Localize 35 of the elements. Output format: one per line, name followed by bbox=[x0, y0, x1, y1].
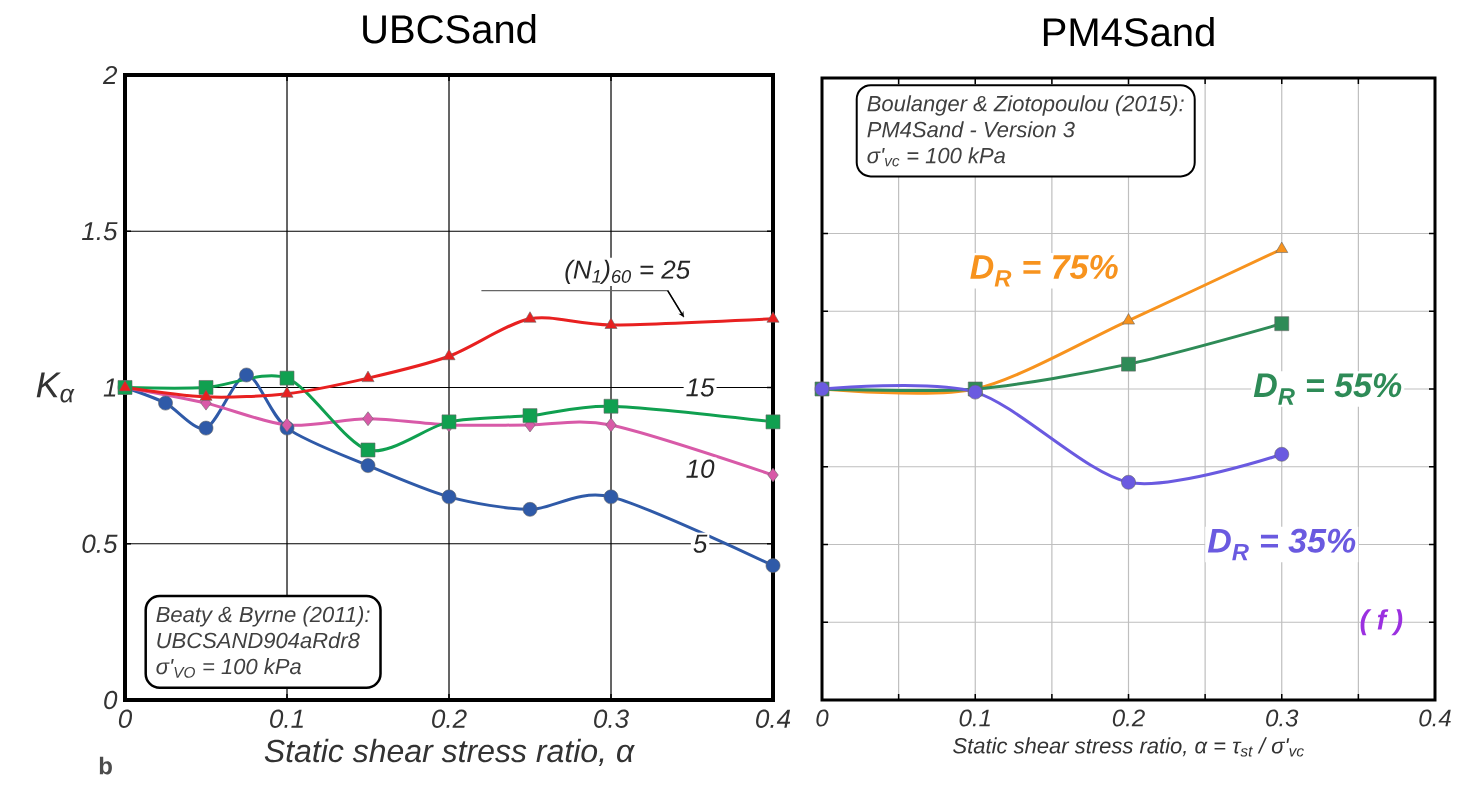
annotation: Boulanger & Ziotopoulou (2015): bbox=[867, 95, 1184, 116]
series-label: D$_{R}$ = 35% bbox=[1207, 528, 1356, 561]
series-label: 10 bbox=[686, 459, 715, 478]
x-tick-label: 0.2 bbox=[1112, 709, 1145, 727]
annotation: Beaty & Byrne (2011): bbox=[156, 606, 370, 627]
y-tick-label: 2 bbox=[102, 65, 118, 85]
x-tick-label: 0.4 bbox=[1419, 709, 1451, 727]
y-tick-label: 0 bbox=[104, 690, 118, 710]
x-tick-label: 0 bbox=[816, 709, 829, 727]
series-label: 5 bbox=[693, 534, 708, 553]
y-tick-label: 1.5 bbox=[82, 222, 118, 241]
x-tick-label: 0.2 bbox=[432, 709, 467, 728]
y-tick-label: 0.5 bbox=[82, 534, 118, 553]
y-axis-title: K$_{α}$ bbox=[36, 372, 75, 403]
chart-title: PM4Sand bbox=[1043, 17, 1214, 47]
annotation: PM4Sand - Version 3 bbox=[867, 121, 1075, 138]
x-tick-label: 0.4 bbox=[756, 709, 791, 728]
series-label: D$_{R}$ = 55% bbox=[1253, 373, 1402, 405]
x-tick-label: 0 bbox=[118, 709, 133, 728]
series-label: D$_{R}$ = 75% bbox=[970, 255, 1118, 287]
y-tick-label: 1 bbox=[103, 378, 116, 397]
text: b bbox=[99, 756, 112, 775]
series-label: 15 bbox=[686, 378, 715, 397]
x-tick-label: 0.3 bbox=[1266, 709, 1299, 727]
chart-title: UBCSand bbox=[363, 14, 536, 44]
annotation: UBCSAND904aRdr8 bbox=[157, 632, 360, 649]
x-axis-title: Static shear stress ratio, α bbox=[264, 738, 635, 767]
x-tick-label: 0.3 bbox=[594, 709, 629, 728]
annotation: ( f ) bbox=[1360, 609, 1403, 636]
x-tick-label: 0.1 bbox=[959, 709, 990, 727]
x-axis-title: Static shear stress ratio, α = τ$_{st}$ / σ'$_{vc}$ bbox=[953, 737, 1304, 757]
series-label: (N$_{1}$)$_{60}$ = 25 bbox=[565, 259, 691, 284]
annotation: σ'$_{VO}$ = 100 kPa bbox=[156, 658, 301, 678]
annotation: σ'$_{vc}$ = 100 kPa bbox=[867, 147, 1006, 167]
x-tick-label: 0.1 bbox=[270, 709, 303, 728]
